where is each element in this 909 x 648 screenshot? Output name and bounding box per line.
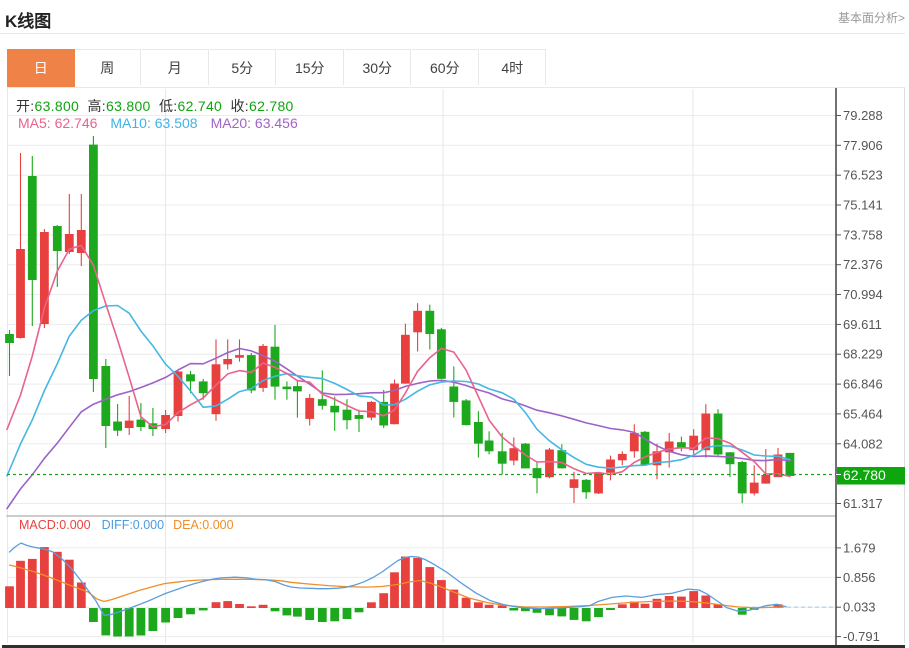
svg-text:75.141: 75.141 [843,198,883,213]
svg-text:70.994: 70.994 [843,287,883,302]
svg-text:73.758: 73.758 [843,227,883,242]
svg-text:1.679: 1.679 [843,540,876,555]
svg-text:66.846: 66.846 [843,377,883,392]
svg-text:-0.791: -0.791 [843,629,880,644]
svg-text:65.464: 65.464 [843,406,883,421]
svg-text:0.856: 0.856 [843,570,876,585]
svg-text:62.780: 62.780 [843,467,886,483]
svg-text:79.288: 79.288 [843,108,883,123]
svg-text:61.317: 61.317 [843,496,883,511]
svg-text:77.906: 77.906 [843,138,883,153]
svg-text:69.611: 69.611 [843,317,882,332]
svg-text:76.523: 76.523 [843,168,883,183]
svg-text:68.229: 68.229 [843,347,883,362]
svg-text:0.033: 0.033 [843,600,876,615]
svg-text:72.376: 72.376 [843,257,883,272]
svg-text:64.082: 64.082 [843,436,883,451]
